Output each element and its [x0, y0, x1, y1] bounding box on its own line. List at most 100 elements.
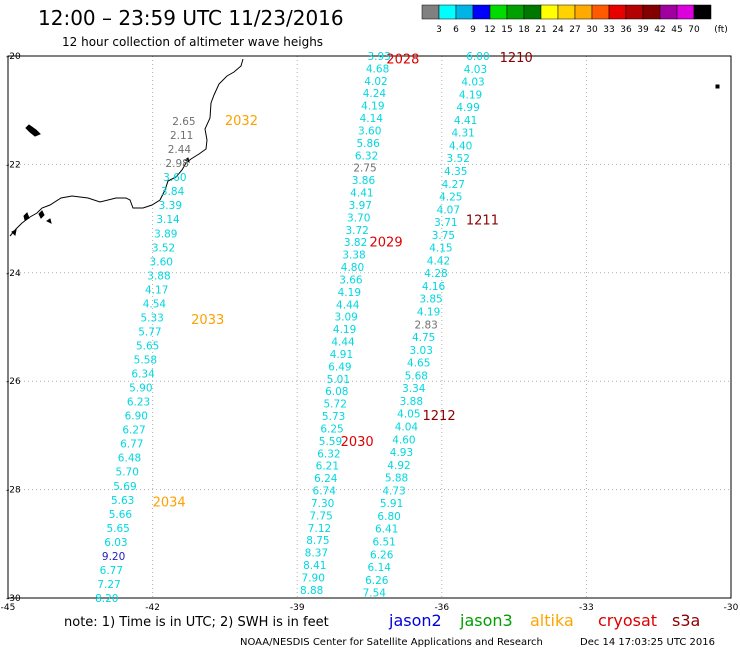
swh-value-label: 4.17 [145, 284, 168, 296]
legend-swatch [574, 4, 593, 20]
pass-time-label: 2032 [225, 114, 258, 129]
y-tick-label: -28 [6, 486, 21, 496]
swh-value-label: 3.72 [345, 225, 368, 237]
swh-value-label: 4.40 [449, 140, 472, 152]
swh-value-label: 8.75 [306, 535, 329, 547]
color-scale-legend: 3 6 9 12 15 18 21 24 27 30 33 36 39 42 45 70 (ft) [421, 4, 728, 35]
swh-value-label: 3.38 [342, 250, 365, 262]
swh-value-label: 5.65 [106, 523, 129, 535]
x-tick-label: -30 [724, 603, 739, 613]
chart-subtitle: 12 hour collection of altimeter wave hei… [62, 35, 323, 49]
swh-value-label: 4.92 [387, 460, 410, 472]
swh-value-label: 6.34 [131, 369, 155, 381]
pass-time-label: 1212 [423, 409, 456, 424]
legend-swatch [557, 4, 576, 20]
swh-value-label: 3.84 [161, 186, 185, 198]
swh-value-label: 3.14 [156, 214, 180, 226]
swh-value-label: 4.35 [444, 166, 467, 178]
legend-swatch [608, 4, 627, 20]
swh-value-label: 9.20 [102, 551, 125, 563]
pass-time-label: 2030 [341, 435, 374, 450]
swh-value-label: 3.71 [434, 217, 457, 229]
swh-value-label: 6.26 [370, 549, 394, 561]
swh-value-label: 3.34 [402, 383, 426, 395]
swh-value-label: 8.88 [300, 585, 323, 597]
altimeter-tracks: 2.65 2.11 2.44 2.98 3.60 3.84 3.39 3.14 3.89 3.52… [95, 51, 490, 605]
swh-value-label: 4.03 [464, 64, 487, 76]
swh-value-label: 4.19 [459, 89, 482, 101]
swh-value-label: 4.05 [397, 409, 420, 421]
chart-title: 12:00 – 23:59 UTC 11/23/2016 [38, 6, 344, 30]
island-path [11, 84, 720, 237]
footer-note: note: 1) Time is in UTC; 2) SWH is in fe… [64, 615, 329, 630]
swh-value-label: 6.77 [100, 565, 123, 577]
pass-time-label: 2029 [370, 235, 403, 250]
swh-value-label: 3.66 [339, 274, 363, 286]
legend-tick-label: 33 [603, 25, 614, 35]
swh-value-label: 3.88 [147, 270, 170, 282]
swh-value-label: 7.30 [311, 498, 334, 510]
satellite-name: jason3 [459, 611, 513, 630]
swh-value-label: 7.27 [97, 579, 120, 591]
pass-time-label: 2028 [386, 53, 419, 68]
swh-value-label: 4.19 [417, 307, 440, 319]
x-tick-label: -36 [434, 603, 449, 613]
legend-swatch [659, 4, 678, 20]
swh-value-label: 5.88 [385, 473, 408, 485]
swh-value-label: 4.25 [439, 192, 462, 204]
legend-swatch [438, 4, 457, 20]
legend-tick-label: 70 [688, 25, 700, 35]
swh-value-label: 5.72 [324, 399, 347, 411]
y-tick-label: -24 [6, 269, 21, 279]
legend-tick-label: 27 [569, 25, 580, 35]
swh-value-label: 3.70 [347, 212, 370, 224]
swh-value-label: 5.66 [109, 509, 133, 521]
swh-value-label: 5.33 [140, 312, 163, 324]
swh-value-label: 4.73 [382, 485, 405, 497]
pass-time-labels: 2028 1210 2032 1211 2029 2033 1212 2030 2034 [153, 51, 533, 510]
swh-value-label: 5.91 [380, 498, 403, 510]
swh-value-label: 6.32 [355, 150, 378, 162]
swh-value-label: 6.25 [320, 423, 343, 435]
swh-value-label: 6.08 [325, 386, 348, 398]
swh-value-label: 3.03 [410, 345, 433, 357]
swh-value-label: 6.90 [125, 411, 148, 423]
coastline-path [9, 58, 244, 237]
swh-value-label: 8.20 [95, 593, 118, 605]
swh-value-label: 2.44 [168, 144, 192, 156]
swh-value-label: 6.49 [328, 361, 351, 373]
swh-value-label: 4.16 [422, 281, 446, 293]
swh-value-label: 6.48 [118, 453, 141, 465]
legend-tick-label: 30 [586, 25, 598, 35]
coastline [9, 58, 720, 237]
satellite-name: cryosat [598, 611, 657, 630]
legend-swatch [489, 4, 508, 20]
swh-value-label: 4.93 [390, 447, 413, 459]
swh-value-label: 4.14 [360, 113, 384, 125]
swh-value-label: 4.15 [429, 243, 452, 255]
legend-tick-label: 42 [654, 25, 665, 35]
legend-tick-label: 18 [518, 25, 530, 35]
legend-swatch [523, 4, 542, 20]
swh-value-label: 7.75 [309, 510, 332, 522]
satellite-name: jason2 [388, 611, 442, 630]
swh-value-label: 5.63 [111, 495, 134, 507]
swh-value-label: 5.01 [327, 374, 350, 386]
map-frame: -45 -42 -39 -36 -33 -30 -20 -22 -24 -26 -28 -30 [1, 52, 739, 613]
swh-value-label: 4.27 [442, 179, 465, 191]
swh-value-label: 4.41 [350, 188, 373, 200]
swh-value-label: 3.09 [334, 312, 357, 324]
swh-value-label: 4.80 [341, 262, 364, 274]
x-tick-label: -45 [1, 603, 16, 613]
legend-swatch [421, 4, 440, 20]
legend-swatch [506, 4, 525, 20]
swh-value-label: 4.04 [395, 421, 419, 433]
x-tick-label: -42 [145, 603, 160, 613]
y-tick-label: -22 [6, 160, 21, 170]
swh-value-label: 3.97 [349, 200, 372, 212]
legend-swatch [625, 4, 644, 20]
footer-credit: NOAA/NESDIS Center for Satellite Applica… [240, 637, 543, 648]
pass-time-label: 2033 [191, 313, 224, 328]
x-tick-label: -33 [579, 603, 594, 613]
